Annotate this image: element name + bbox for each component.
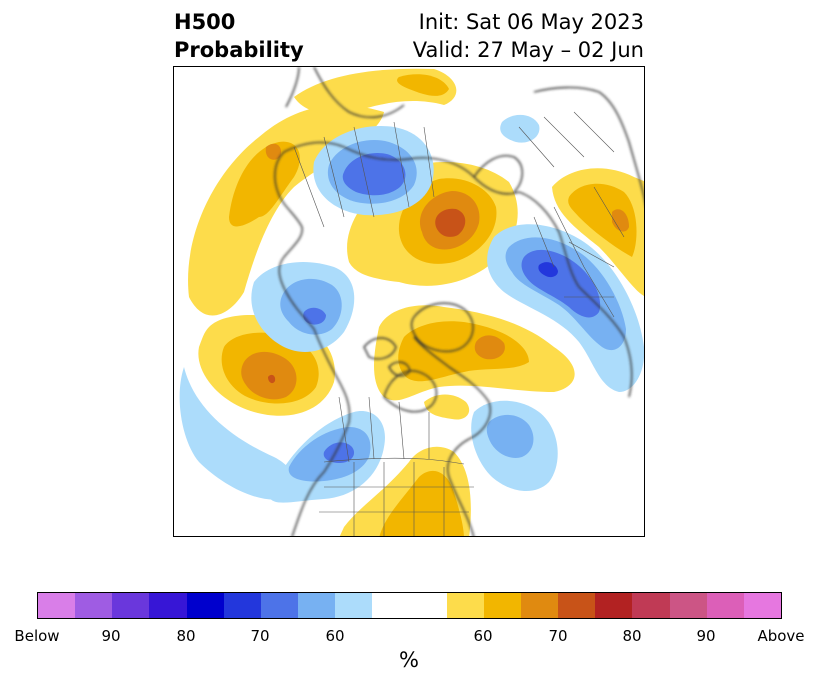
anomaly-above-siberia-west-core [229,141,300,227]
anomaly-below-siberia-core [342,152,406,196]
political-borders [293,111,625,536]
colorbar-segment [483,593,522,618]
colorbar-segment [38,593,76,618]
border-europe-countries [533,186,625,318]
anomaly-below-bering-core [303,307,326,325]
colorbar-segment [298,593,336,618]
below-normal-anomalies [179,114,644,503]
map-canvas [179,67,644,536]
map-title: H500 Probability [174,8,304,64]
anomaly-above-siberia-west-peak [265,143,282,160]
colorbar-segment [669,593,707,618]
forecast-dates: Init: Sat 06 May 2023 Valid: 27 May – 02… [413,8,644,64]
above-normal-anomalies [188,68,644,536]
colorbar-segment [149,593,187,618]
border-russia-regions [293,121,435,228]
border-us-states [319,462,474,536]
colorbar-tick-below-90: 90 [101,627,121,645]
colorbar-segment [446,593,484,618]
anomaly-above-east-edge-core [568,183,637,257]
coast-eurasia-east [285,67,405,119]
colorbar-segment [521,593,559,618]
colorbar-segment [112,593,150,618]
anomaly-below-west-europe-peak [538,262,558,278]
anomaly-below-western-us-core [323,442,355,463]
coast-north-america-west [278,256,351,536]
colorbar-tick-above-90: 90 [696,627,716,645]
colorbar-units: % [399,648,419,672]
anomaly-below-bering-mid [280,278,342,335]
title-line-variable: H500 [174,10,236,34]
colorbar-segment [706,593,744,618]
coast-arctic-islands [363,337,411,377]
colorbar-tick-below: Below [14,627,60,645]
anomaly-above-arctic-top-core [397,74,449,96]
colorbar-tick-below-70: 70 [250,627,270,645]
anomaly-above-greenland-core [398,321,529,382]
anomaly-above-ne-pacific-inner [241,351,297,400]
anomaly-above-greenland-peak [474,335,505,360]
colorbar-segment [260,593,299,618]
colorbar-tick-above-70: 70 [548,627,568,645]
colorbar-segment [632,593,670,618]
anomaly-below-west-atlantic-mid [486,414,534,458]
colorbar-segment [743,593,782,618]
colorbar-tick-below-60: 60 [325,627,345,645]
colorbar-segment [186,593,224,618]
title-line-product: Probability [174,38,304,62]
coast-alaska [274,151,303,258]
border-us-canada [323,457,465,465]
anomaly-above-europe-peak [435,208,466,237]
colorbar-tick-above: Above [757,627,805,645]
colorbar-segment [372,593,447,618]
border-canada-provinces [338,396,430,463]
anomaly-below-subtropical-pacific [179,367,297,500]
valid-period: Valid: 27 May – 02 Jun [412,38,644,62]
anomaly-below-arctic-small [500,114,540,143]
colorbar-segment [223,593,261,618]
colorbar-segment [335,593,373,618]
colorbar-tick-below-80: 80 [176,627,196,645]
colorbar-segment [595,593,633,618]
colorbar-tick-above-60: 60 [473,627,493,645]
border-asia-south [518,111,615,168]
colorbar-segment [75,593,113,618]
init-date: Init: Sat 06 May 2023 [418,10,644,34]
colorbar-segment [558,593,596,618]
coast-scandinavia [473,155,523,193]
coast-asia-east-edge [533,86,644,200]
colorbar-tick-above-80: 80 [622,627,642,645]
anomaly-above-east-edge-peak [612,209,629,232]
anomaly-above-ne-pacific-peak [268,374,276,384]
coast-europe [518,191,633,398]
colorbar [37,592,782,619]
probability-map [173,66,645,537]
coast-greenland [410,302,474,353]
anomaly-above-labrador [424,394,470,420]
